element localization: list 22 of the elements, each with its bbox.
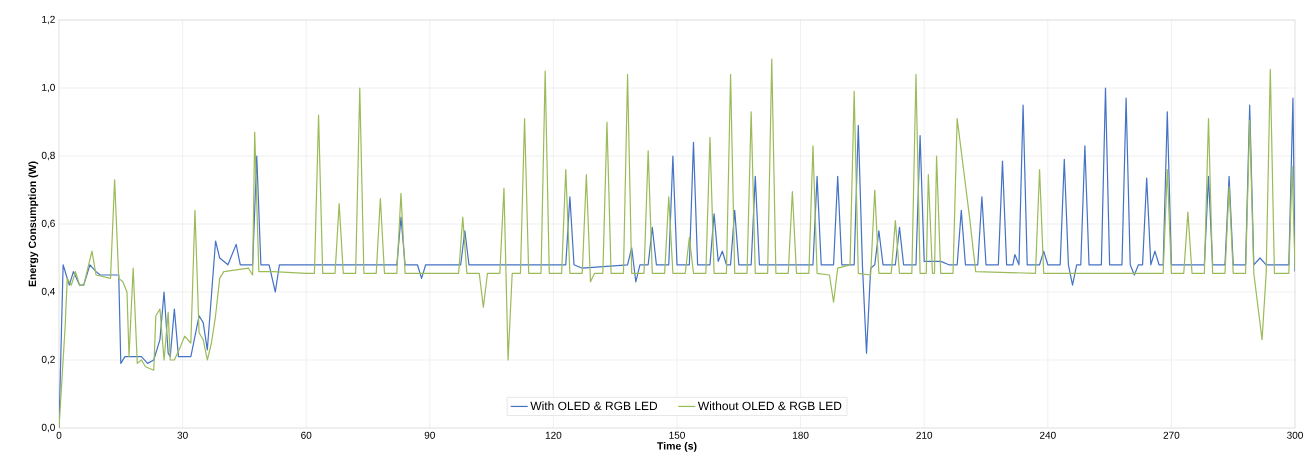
- x-tick-label: 150: [669, 431, 685, 439]
- y-tick-label: 0,2: [41, 355, 55, 365]
- legend-label: Without OLED & RGB LED: [697, 401, 842, 411]
- y-axis-title: Energy Consumption (W): [28, 161, 39, 287]
- x-tick-label: 180: [793, 431, 809, 439]
- x-tick-label: 0: [56, 431, 62, 439]
- x-tick-label: 30: [177, 431, 188, 439]
- x-tick-label: 120: [545, 431, 562, 439]
- x-tick-label: 90: [424, 431, 435, 439]
- y-tick-label: 0,0: [41, 423, 55, 433]
- y-tick-label: 0,6: [41, 219, 55, 229]
- y-tick-label: 0,4: [41, 287, 56, 297]
- x-tick-label: 270: [1163, 431, 1180, 439]
- x-tick-label: 60: [301, 431, 312, 439]
- x-axis-title: Time (s): [657, 441, 697, 452]
- legend-label: With OLED & RGB LED: [530, 401, 658, 411]
- y-tick-label: 1,2: [42, 15, 55, 25]
- x-tick-label: 240: [1039, 431, 1056, 439]
- x-tick-label: 210: [916, 431, 933, 439]
- y-tick-label: 1,0: [42, 83, 55, 93]
- y-tick-label: 0,8: [41, 151, 55, 161]
- x-tick-label: 300: [1287, 431, 1303, 439]
